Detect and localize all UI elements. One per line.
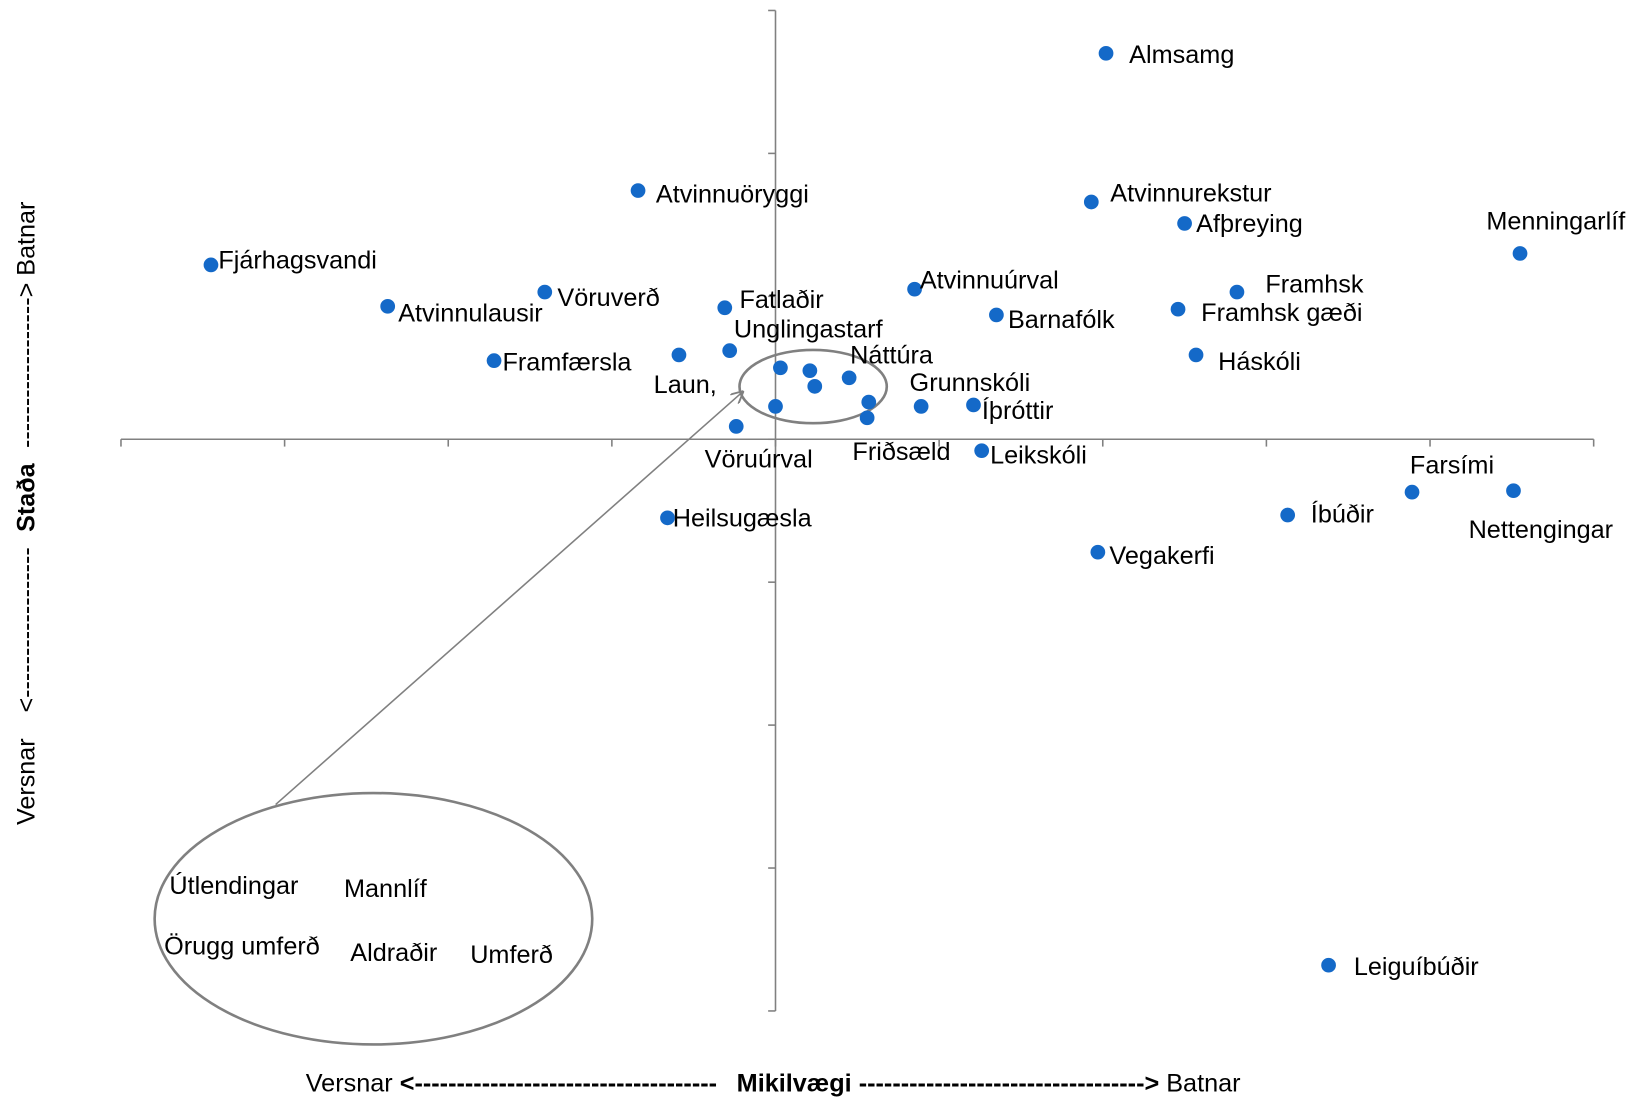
point: [773, 360, 788, 376]
point-label: Friðsæld: [852, 438, 950, 466]
point-label: Laun,: [654, 371, 717, 399]
point-label: Leiguíbúðir: [1354, 953, 1479, 981]
point: [1170, 301, 1186, 317]
point: [807, 379, 823, 394]
point: [861, 394, 877, 410]
x-axis-left-arrow: <------------------------------------: [400, 1069, 717, 1097]
point: [722, 343, 738, 358]
point: [1177, 216, 1192, 231]
point: [1090, 544, 1106, 560]
point-label: Vöruverð: [557, 284, 659, 312]
point-label: Atvinnuöryggi: [656, 180, 809, 208]
point-label: Atvinnuúrval: [920, 267, 1059, 295]
y-axis-label: Staða: [12, 462, 40, 531]
point: [537, 284, 553, 300]
inset-label: Mannlíf: [344, 875, 428, 903]
point: [671, 347, 687, 363]
point-label: Framfærsla: [502, 348, 632, 376]
point-label: Íbúðir: [1311, 500, 1374, 529]
inset-label: Örugg umferð: [164, 933, 320, 961]
point: [841, 370, 857, 386]
point-label: Vöruúrval: [705, 446, 813, 474]
point: [660, 510, 675, 526]
point: [630, 183, 646, 198]
point: [728, 419, 744, 434]
point-label: Náttúra: [850, 342, 934, 370]
y-axis-top-arrow: ------------------>: [12, 283, 40, 448]
point: [1512, 246, 1528, 261]
inset-label: Umferð: [470, 941, 553, 969]
point: [966, 397, 981, 413]
point: [989, 307, 1004, 323]
point: [1098, 46, 1114, 61]
point: [974, 443, 990, 459]
point: [802, 363, 818, 378]
inset-ellipse: [153, 791, 594, 1046]
zoom-ellipse: [738, 348, 889, 425]
point-label: Almsamg: [1129, 41, 1234, 69]
point: [1404, 484, 1420, 500]
point-label: Leikskóli: [990, 442, 1087, 470]
point-label: Háskóli: [1218, 348, 1301, 376]
point-label: Unglingastarf: [734, 315, 884, 343]
point-label: Atvinnulausir: [398, 299, 542, 327]
point-label: Farsími: [1410, 452, 1494, 480]
point-label: Heilsugæsla: [673, 505, 813, 533]
point: [1321, 957, 1336, 973]
y-axis-top: Batnar: [12, 202, 40, 276]
point: [1229, 284, 1245, 300]
inset-label: Útlendingar: [169, 871, 298, 900]
point-label: Vegakerfi: [1109, 542, 1214, 570]
point: [907, 281, 922, 297]
x-axis-title: Versnar <-------------------------------…: [306, 1069, 1241, 1097]
point-label: Grunnskóli: [910, 369, 1031, 397]
inset-label: Aldraðir: [350, 939, 437, 967]
point-label: Atvinnurekstur: [1110, 179, 1271, 207]
x-axis-right: Batnar: [1166, 1069, 1240, 1097]
point-label: Menningarlíf: [1486, 208, 1626, 236]
zoom-arrow: [275, 392, 743, 806]
point: [1280, 507, 1296, 523]
point: [380, 298, 396, 314]
point: [913, 399, 929, 414]
point-label: Framhsk gæði: [1201, 299, 1362, 327]
point: [486, 353, 502, 368]
point: [859, 410, 875, 426]
x-axis-left: Versnar: [306, 1069, 393, 1097]
point: [203, 257, 219, 273]
point-label: Íþróttir: [982, 396, 1054, 425]
point: [1188, 347, 1204, 363]
point-label: Barnafólk: [1008, 306, 1115, 334]
point: [717, 300, 733, 316]
x-axis-label: Mikilvægi: [737, 1069, 852, 1097]
point-label: Fjárhagsvandi: [218, 246, 377, 274]
point-label: Nettengingar: [1469, 516, 1614, 544]
point: [1083, 194, 1099, 210]
point: [1506, 483, 1521, 499]
point-label: Fatlaðir: [740, 286, 824, 314]
y-axis-bottom-arrow: <------------------: [12, 547, 40, 712]
point-label: Afþreying: [1196, 210, 1303, 238]
x-axis-right-arrow: ---------------------------------->: [859, 1069, 1160, 1097]
y-axis-bottom: Versnar: [12, 738, 40, 825]
point-label: Framhsk: [1265, 270, 1364, 298]
y-axis-title: Versnar <------------------ Staða ------…: [12, 202, 40, 825]
point: [768, 399, 783, 414]
